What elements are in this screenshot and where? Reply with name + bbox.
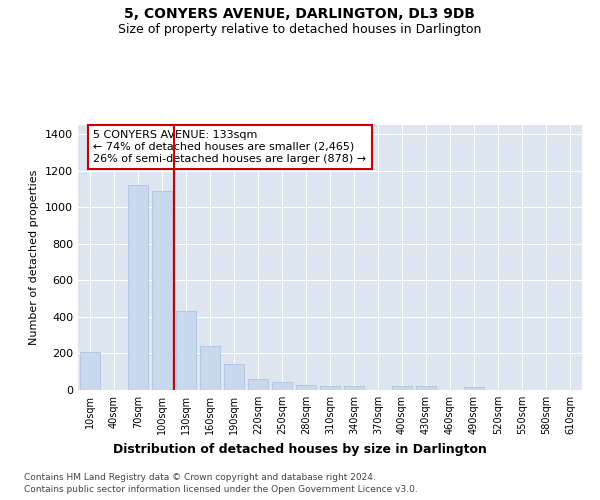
Bar (152, 191, 172, 390)
Text: 5, CONYERS AVENUE, DARLINGTON, DL3 9DB: 5, CONYERS AVENUE, DARLINGTON, DL3 9DB (125, 8, 476, 22)
Text: Distribution of detached houses by size in Darlington: Distribution of detached houses by size … (113, 442, 487, 456)
Bar (176, 312, 196, 390)
Bar (344, 386, 364, 390)
Bar (320, 386, 340, 390)
Bar (464, 388, 484, 390)
Bar (296, 386, 316, 390)
Bar (248, 379, 268, 390)
Bar (224, 364, 244, 390)
Bar (128, 186, 148, 390)
Bar (200, 346, 220, 390)
Bar (416, 386, 436, 390)
Text: Contains HM Land Registry data © Crown copyright and database right 2024.: Contains HM Land Registry data © Crown c… (24, 472, 376, 482)
Text: 5 CONYERS AVENUE: 133sqm
← 74% of detached houses are smaller (2,465)
26% of sem: 5 CONYERS AVENUE: 133sqm ← 74% of detach… (93, 130, 366, 164)
Y-axis label: Number of detached properties: Number of detached properties (29, 170, 40, 345)
Text: Contains public sector information licensed under the Open Government Licence v3: Contains public sector information licen… (24, 485, 418, 494)
Bar (392, 386, 412, 390)
Bar (80, 352, 100, 390)
Bar (272, 382, 292, 390)
Text: Size of property relative to detached houses in Darlington: Size of property relative to detached ho… (118, 22, 482, 36)
